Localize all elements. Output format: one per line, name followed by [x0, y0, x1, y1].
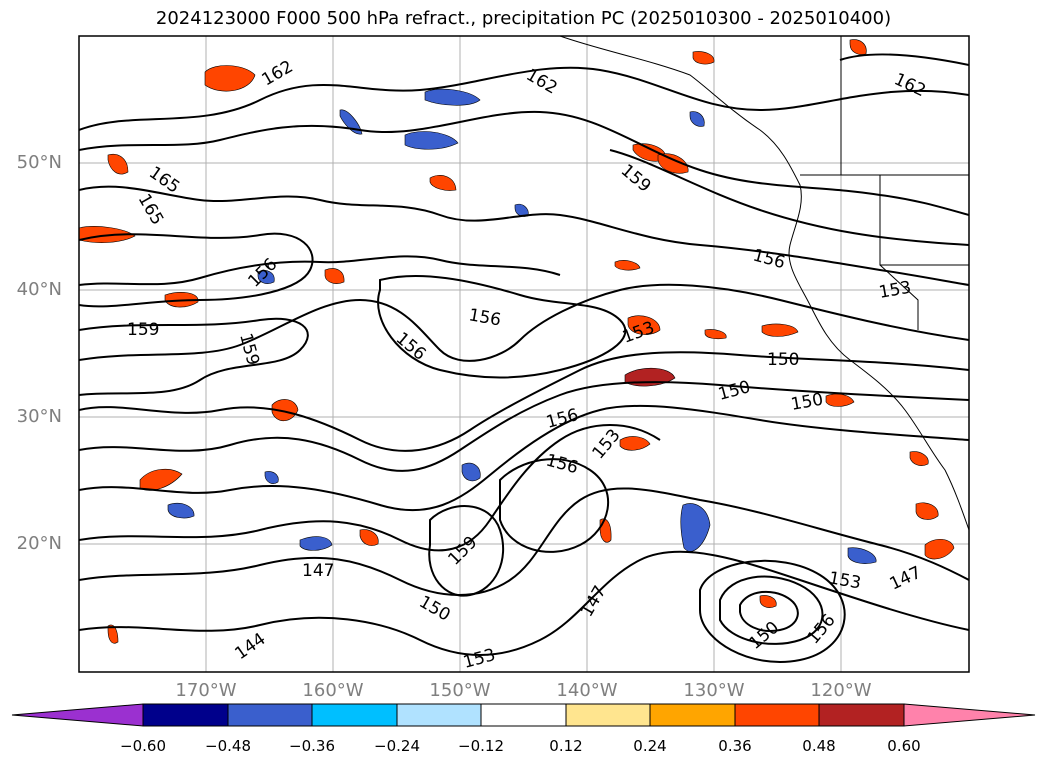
precip-blob — [704, 329, 727, 340]
precip-blob — [299, 536, 333, 551]
colorbar-tick-label: 0.60 — [887, 737, 921, 755]
contour-label: 159 — [127, 320, 159, 340]
precip-blob — [657, 153, 689, 174]
contour-line — [699, 559, 846, 663]
precip-blob — [107, 624, 119, 644]
contour-line — [377, 275, 627, 379]
contour-line — [79, 317, 309, 396]
precip-blob — [759, 595, 777, 608]
contour-line — [79, 404, 969, 512]
contour-line — [79, 232, 314, 308]
precip-blob — [359, 529, 379, 546]
precip-blob — [761, 323, 799, 337]
colorbar-tick-label: 0.24 — [633, 737, 667, 755]
precip-blob — [204, 65, 256, 92]
contour-line — [609, 149, 969, 246]
precip-blob — [461, 462, 481, 482]
precip-blob — [924, 539, 955, 560]
contour-line — [739, 590, 799, 632]
precip-blob — [915, 502, 939, 520]
lon-label-140w: 140°W — [556, 680, 618, 701]
precip-blob — [271, 399, 299, 422]
lat-label-20n: 20°N — [16, 533, 62, 554]
colorbar-tick-label: −0.36 — [289, 737, 335, 755]
contour-line — [839, 53, 969, 66]
colorbar-segment — [818, 703, 905, 727]
contour-label: 147 — [302, 561, 334, 581]
contour-line — [79, 351, 969, 452]
contour-line — [79, 66, 969, 131]
lon-label-130w: 130°W — [683, 680, 745, 701]
map-background — [79, 36, 969, 672]
precip-blob — [264, 471, 279, 484]
precip-blob — [692, 51, 715, 65]
lon-label-120w: 120°W — [810, 680, 872, 701]
precip-blob — [909, 451, 929, 466]
colorbar-segment — [311, 703, 398, 727]
lon-label-170w: 170°W — [175, 680, 237, 701]
precip-blob — [339, 109, 363, 135]
map-title: 2024123000 F000 500 hPa refract., precip… — [155, 8, 892, 29]
precip-blob — [424, 88, 481, 106]
precip-blob — [257, 270, 275, 284]
colorbar-segment — [734, 703, 820, 727]
colorbar-tick-label: −0.24 — [374, 737, 420, 755]
contour-line — [79, 110, 969, 216]
coastline — [559, 36, 969, 531]
contour-line — [79, 424, 661, 552]
colorbar-extend-min — [11, 703, 144, 727]
colorbar-segment — [142, 703, 229, 727]
lon-label-150w: 150°W — [429, 680, 491, 701]
lon-label-160w: 160°W — [302, 680, 364, 701]
coastline-path — [559, 36, 969, 531]
contour-line — [79, 550, 969, 656]
colorbar-tick-label: 0.12 — [549, 737, 583, 755]
colorbar-tick-label: −0.48 — [205, 737, 251, 755]
colorbar-segment — [396, 703, 482, 727]
contour-line — [428, 505, 505, 597]
contour-line — [79, 185, 969, 286]
precip-blob — [429, 175, 457, 191]
precip-blob — [619, 436, 651, 451]
colorbar-segment — [565, 703, 651, 727]
contour-line — [499, 458, 609, 553]
lat-label-50n: 50°N — [16, 152, 62, 173]
colorbar-segment — [480, 703, 567, 727]
map-frame — [78, 35, 970, 673]
contour-line — [79, 381, 969, 472]
lat-label-40n: 40°N — [16, 279, 62, 300]
precip-blob — [167, 502, 195, 519]
lat-label-30n: 30°N — [16, 406, 62, 427]
contour-line — [79, 255, 561, 286]
colorbar-tick-label: 0.48 — [802, 737, 836, 755]
contour-label: 150 — [767, 350, 799, 370]
colorbar-tick-label: 0.36 — [718, 737, 752, 755]
colorbar-tick-label: −0.60 — [120, 737, 166, 755]
colorbar — [11, 703, 1036, 727]
state-border — [879, 264, 919, 330]
contour-line — [719, 575, 824, 645]
precip-blob — [847, 547, 877, 564]
precip-blob — [107, 153, 129, 175]
contour-line — [79, 283, 969, 362]
precip-blob — [849, 39, 867, 55]
precip-blob — [404, 131, 459, 150]
colorbar-segment — [227, 703, 313, 727]
contour-line — [79, 487, 969, 596]
colorbar-tick-label: −0.12 — [458, 737, 504, 755]
precip-blob — [614, 260, 641, 271]
colorbar-extend-max — [903, 703, 1036, 727]
precipitation-shading — [79, 39, 955, 644]
refractivity-contours — [79, 53, 969, 663]
precip-blob — [689, 111, 705, 127]
colorbar-segment — [649, 703, 736, 727]
precip-blob — [324, 268, 345, 284]
precip-blob — [627, 315, 661, 335]
precip-blob — [680, 503, 711, 552]
